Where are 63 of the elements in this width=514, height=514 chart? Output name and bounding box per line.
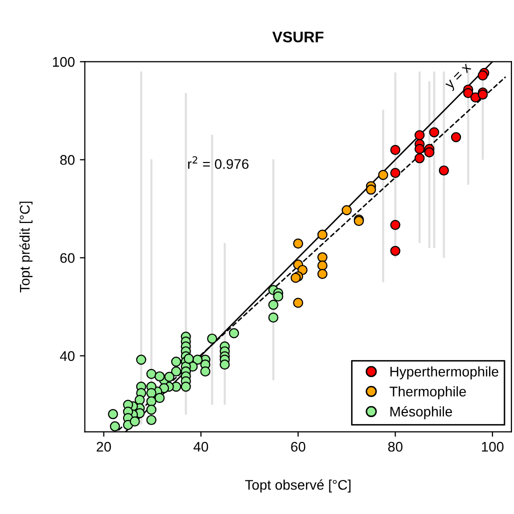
point xyxy=(130,416,140,427)
chart-title: VSURF xyxy=(272,32,324,42)
point xyxy=(438,165,449,176)
point xyxy=(390,168,400,178)
point xyxy=(154,371,165,382)
point xyxy=(317,268,328,279)
x-axis-title: Topt observé [°C] xyxy=(245,479,350,493)
point xyxy=(478,70,488,80)
point xyxy=(317,260,328,271)
point xyxy=(390,246,400,256)
point xyxy=(268,300,278,310)
point xyxy=(378,170,388,180)
legend-label: Thermophile xyxy=(390,386,466,400)
point xyxy=(228,328,240,338)
point xyxy=(207,334,218,344)
point xyxy=(429,127,440,138)
point xyxy=(146,404,156,415)
point xyxy=(171,366,182,377)
point xyxy=(424,147,434,158)
legend-label: Hyperthermophile xyxy=(390,366,498,380)
point xyxy=(134,394,145,405)
point xyxy=(268,312,278,323)
x-tick-label: 60 xyxy=(291,442,306,452)
point xyxy=(200,366,210,377)
annotation: r$^{2}$ = 0.976 xyxy=(188,156,248,169)
point xyxy=(146,368,156,379)
x-tick-label: 40 xyxy=(194,442,208,452)
point xyxy=(171,356,182,367)
point xyxy=(184,354,194,364)
point xyxy=(390,144,400,155)
y-tick-label: 60 xyxy=(60,253,75,263)
point xyxy=(342,205,352,216)
point xyxy=(414,153,425,164)
point xyxy=(463,88,474,98)
point xyxy=(146,414,156,426)
y-axis-title: Topt prédit [°C] xyxy=(19,202,32,292)
point xyxy=(414,130,425,140)
point xyxy=(146,388,156,398)
y-tick-label: 80 xyxy=(60,155,75,165)
point xyxy=(293,238,304,249)
annotation: y = x xyxy=(445,63,474,92)
point xyxy=(164,372,174,382)
point xyxy=(180,382,191,392)
point xyxy=(293,298,304,308)
point xyxy=(317,230,328,240)
x-tick-label: 20 xyxy=(96,442,111,452)
point xyxy=(136,354,146,365)
point xyxy=(220,360,230,370)
x-tick-label: 100 xyxy=(482,442,504,452)
point xyxy=(108,409,118,420)
y-tick-label: 100 xyxy=(52,57,75,67)
point xyxy=(317,252,328,262)
point xyxy=(450,132,462,142)
point xyxy=(290,272,301,283)
point xyxy=(110,421,120,432)
point xyxy=(366,184,376,195)
point xyxy=(273,291,284,302)
point xyxy=(154,392,165,403)
y-tick-label: 40 xyxy=(60,351,75,361)
legend-label: Mésophile xyxy=(390,406,452,420)
point xyxy=(414,144,425,154)
x-tick-label: 80 xyxy=(388,442,402,452)
point xyxy=(390,220,400,230)
